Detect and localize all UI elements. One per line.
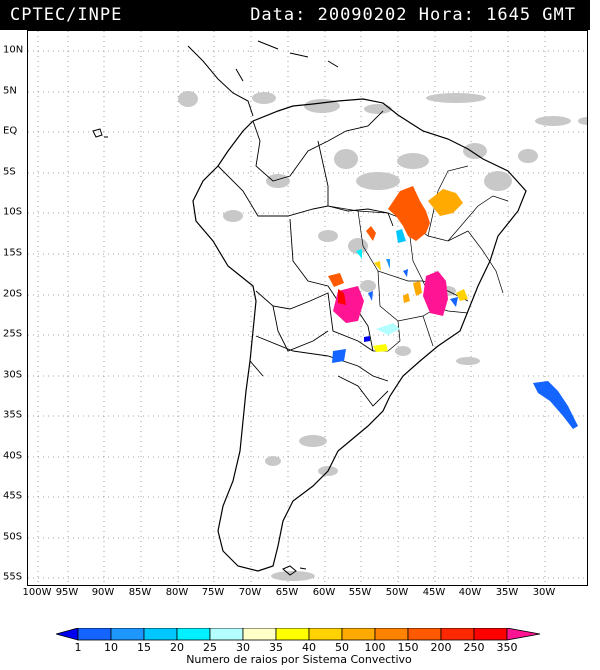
legend-bin-8 (308, 628, 343, 641)
lon-label-65w: 65W (275, 587, 299, 598)
legend-bin-4 (176, 628, 211, 641)
lon-label-45w: 45W (422, 587, 446, 598)
legend-bin-9 (341, 628, 376, 641)
country-borders (217, 110, 394, 407)
lat-label-50s: 50S (3, 531, 23, 543)
legend-bin-2 (110, 628, 145, 641)
legend-tick-250: 250 (463, 641, 485, 654)
lat-label-20s: 20S (3, 288, 23, 300)
lat-label-5n: 5N (3, 85, 17, 97)
legend-tick-20: 20 (170, 641, 184, 654)
state-borders (327, 165, 509, 352)
legend-tick-350: 350 (496, 641, 518, 654)
legend-bin-3 (143, 628, 178, 641)
legend-tick-35: 35 (269, 641, 283, 654)
lon-label-55w: 55W (348, 587, 372, 598)
lon-label-75w: 75W (201, 587, 225, 598)
legend-arrow-left (56, 628, 79, 641)
legend-tick-10: 10 (104, 641, 118, 654)
legend-tick-150: 150 (397, 641, 419, 654)
map-header: CPTEC/INPE Data: 20090202 Hora: 1645 GMT (0, 0, 590, 30)
lat-label-45s: 45S (3, 490, 23, 502)
lat-label-35s: 35S (3, 409, 23, 421)
legend-arrow-right (506, 628, 541, 641)
lon-label-40w: 40W (458, 587, 482, 598)
galapagos (92, 128, 108, 138)
lightning-clusters (328, 186, 578, 429)
map-canvas (28, 31, 587, 585)
latitude-axis: 10N 5N EQ 5S 10S 15S 20S 25S 30S 35S 40S… (0, 30, 27, 584)
legend-tick-40: 40 (302, 641, 316, 654)
legend-bin-13 (473, 628, 508, 641)
graticule (28, 31, 587, 585)
lon-label-90w: 90W (91, 587, 115, 598)
lat-label-eq: EQ (3, 125, 18, 137)
legend-bin-7 (275, 628, 310, 641)
lon-label-30w: 30W (532, 587, 556, 598)
lat-label-10s: 10S (3, 206, 23, 218)
lon-label-70w: 70W (238, 587, 262, 598)
legend-tick-25: 25 (203, 641, 217, 654)
lon-label-85w: 85W (128, 587, 152, 598)
legend-bin-12 (440, 628, 475, 641)
south-america-coastline (192, 98, 527, 572)
lat-label-25s: 25S (3, 328, 23, 340)
legend-bin-10 (374, 628, 409, 641)
caribbean-islands (257, 40, 339, 68)
lat-label-55s: 55S (3, 571, 23, 583)
falkland-islands (282, 565, 307, 576)
legend-bin-5 (209, 628, 244, 641)
legend-bin-1 (77, 628, 112, 641)
lon-label-50w: 50W (385, 587, 409, 598)
lat-label-5s: 5S (3, 166, 16, 178)
legend-bin-11 (407, 628, 442, 641)
legend-tick-200: 200 (430, 641, 452, 654)
lightning-map (27, 30, 588, 586)
legend-tick-15: 15 (137, 641, 151, 654)
legend-bin-6 (242, 628, 277, 641)
central-america (187, 45, 254, 117)
lat-label-30s: 30S (3, 369, 23, 381)
legend-colorbar (56, 628, 541, 641)
legend-tick-30: 30 (236, 641, 250, 654)
lon-label-35w: 35W (495, 587, 519, 598)
longitude-axis: 100W 95W 90W 85W 80W 75W 70W 65W 60W 55W… (23, 587, 586, 603)
legend-tick-50: 50 (335, 641, 349, 654)
legend-tick-100: 100 (364, 641, 386, 654)
legend-tick-1: 1 (74, 641, 82, 654)
lat-label-15s: 15S (3, 247, 23, 259)
cloud-cover (178, 91, 587, 581)
source-label: CPTEC/INPE (10, 5, 123, 25)
lat-label-10n: 10N (3, 44, 24, 56)
lon-label-80w: 80W (165, 587, 189, 598)
datetime-label: Data: 20090202 Hora: 1645 GMT (250, 5, 576, 25)
lon-label-95w: 95W (55, 587, 79, 598)
lon-label-60w: 60W (312, 587, 336, 598)
lon-label-100w: 100W (22, 587, 52, 598)
color-legend: 1 10 15 20 25 30 35 40 50 100 150 200 25… (56, 628, 542, 668)
legend-caption: Numero de raios por Sistema Convectivo (186, 653, 412, 666)
lat-label-40s: 40S (3, 450, 23, 462)
